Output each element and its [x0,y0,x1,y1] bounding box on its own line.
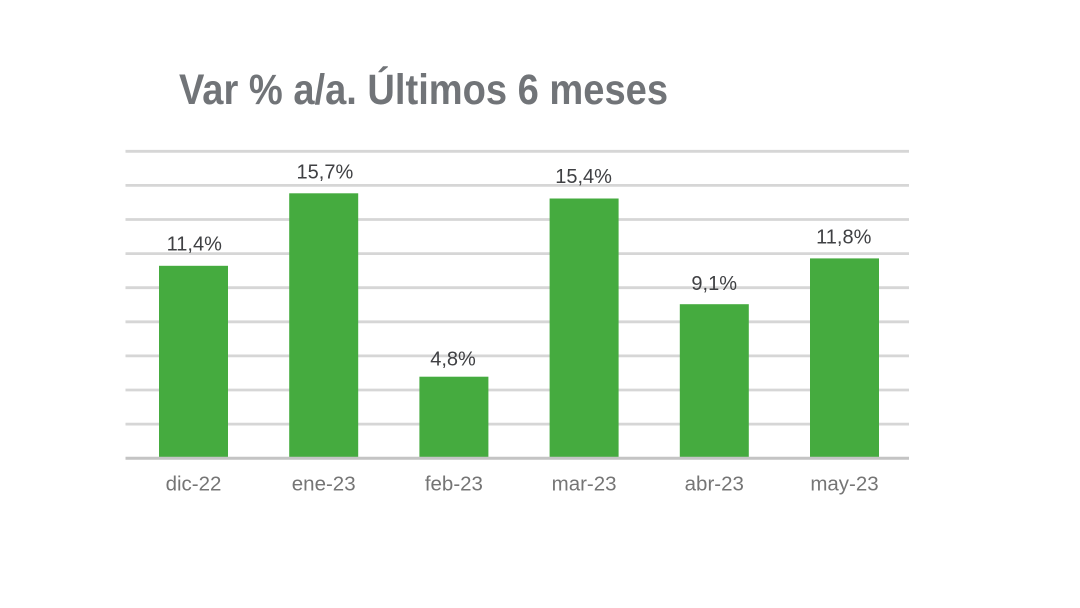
svg-text:mar-23: mar-23 [552,472,617,495]
svg-text:Var % a/a. Últimos 6 meses: Var % a/a. Últimos 6 meses [179,65,668,114]
svg-text:11,8%: 11,8% [816,226,871,248]
svg-text:feb-23: feb-23 [425,472,483,495]
svg-text:15,4%: 15,4% [555,166,612,188]
svg-text:11,4%: 11,4% [167,234,222,256]
svg-text:may-23: may-23 [810,472,878,495]
svg-text:9,1%: 9,1% [691,273,737,295]
svg-text:dic-22: dic-22 [166,472,222,495]
svg-text:abr-23: abr-23 [685,472,744,495]
svg-text:15,7%: 15,7% [297,162,354,184]
svg-text:ene-23: ene-23 [292,472,356,495]
svg-text:4,8%: 4,8% [430,349,476,371]
